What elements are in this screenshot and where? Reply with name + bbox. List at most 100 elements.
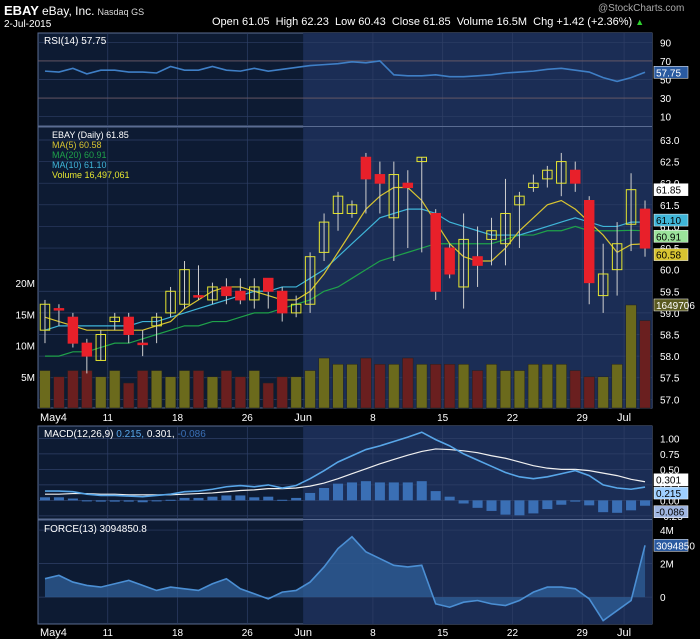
candle-body-21	[332, 195, 344, 214]
candle-body-24	[374, 174, 386, 184]
volume-tick-10M: 10M	[16, 342, 35, 353]
volume-tick-15M: 15M	[16, 310, 35, 321]
price-xlabel-0: May4	[40, 412, 67, 424]
macd-tick-1: 0.00	[660, 496, 680, 507]
macd-hist-bar-10	[179, 497, 190, 501]
price-xlabel-4: Jun	[294, 412, 312, 424]
volume-bar-32	[485, 364, 498, 409]
rsi-tick-30: 30	[660, 94, 672, 105]
macd-tick-4: 0.75	[660, 450, 680, 461]
volume-bar-12	[206, 376, 218, 409]
volume-bar-42	[625, 304, 637, 409]
force-tick-0: 0	[660, 593, 666, 604]
candle-body-28	[430, 212, 441, 292]
volume-bar-4	[95, 376, 107, 409]
volume-bar-9	[165, 376, 177, 409]
volume-bar-14	[234, 376, 246, 409]
candle-body-33	[500, 212, 511, 245]
force-xlabel-8: 29	[577, 628, 589, 639]
ma10-line	[44, 208, 646, 331]
candle-body-2	[67, 316, 79, 344]
macd-line	[44, 431, 646, 498]
force-xlabel-4: Jun	[294, 627, 312, 639]
macd-hist-bar-0	[39, 497, 51, 501]
macd-hist-bar-1	[53, 497, 64, 501]
macd-signal-line	[44, 448, 646, 496]
volume-bar-3	[81, 370, 93, 409]
candle-body-7	[137, 342, 148, 346]
summary-low: Low 60.43	[334, 16, 386, 28]
candle-body-18	[290, 303, 302, 314]
macd-hist-bar-3	[81, 500, 92, 502]
candle-body-14	[235, 290, 246, 301]
price-xlabel-8: 29	[577, 413, 589, 424]
macd-hist-bar-6	[123, 500, 134, 502]
volume-bar-20	[318, 357, 330, 409]
macd-hist-last: -0.086	[656, 508, 685, 519]
volume-bar-36	[541, 364, 553, 409]
price-tick-60: 60.0	[660, 266, 680, 277]
macd-hist-bar-11	[193, 497, 204, 501]
ma20-line	[44, 225, 646, 357]
price-tick-59: 59.0	[660, 309, 680, 320]
candle-body-16	[263, 277, 274, 292]
macd-last-box	[653, 486, 689, 500]
price-tick-58.5: 58.5	[660, 331, 680, 342]
watermark: @StockCharts.com	[598, 3, 685, 14]
price-xlabel-6: 15	[437, 413, 449, 424]
macd-hist-bar-22	[346, 482, 358, 501]
candle-body-39	[583, 199, 595, 284]
volume-bar-40	[597, 376, 609, 409]
macd-hist-bar-12	[207, 496, 218, 501]
summary-volume: Volume 16.5M	[456, 16, 528, 28]
volume-bar-5	[109, 370, 121, 409]
ma20-last-value-box	[653, 230, 689, 243]
macd-hist-bar-7	[137, 500, 148, 503]
candle-body-11	[193, 295, 204, 298]
price-legend-2: MA(20) 60.91	[52, 150, 107, 160]
price-legend-1: MA(5) 60.58	[52, 140, 102, 150]
summary-change: Chg +1.42 (+2.36%)	[533, 16, 633, 28]
candle-body-37	[556, 161, 567, 184]
volume-bar-8	[151, 370, 163, 409]
volume-bar-37	[555, 364, 567, 409]
volume-bar-39	[583, 376, 595, 409]
macd-hist-bar-23	[360, 481, 371, 501]
macd-hist-bar-15	[249, 497, 260, 501]
volume-last-value: 1649706	[656, 301, 695, 312]
volume-bar-38	[569, 370, 581, 409]
volume-bar-35	[527, 364, 539, 409]
volume-bar-16	[262, 382, 274, 409]
volume-bar-0	[39, 370, 51, 409]
ma10-last-value: 61.10	[656, 216, 681, 227]
candle-body-29	[444, 247, 455, 275]
price-legend-4: Volume 16,497,061	[52, 170, 130, 180]
force-xlabel-3: 26	[242, 628, 254, 639]
macd-hist-bar-36	[542, 500, 553, 510]
volume-bar-11	[192, 370, 205, 409]
macd-hist-bar-32	[486, 500, 497, 511]
macd-hist-bar-28	[430, 491, 441, 501]
macd-hist-bar-25	[388, 482, 399, 501]
candle-body-20	[318, 221, 330, 253]
macd-hist-bar-42	[626, 500, 637, 511]
price-xlabel-3: 26	[242, 413, 254, 424]
volume-bar-28	[430, 364, 442, 409]
macd-hist-bar-39	[584, 500, 595, 506]
price-tick-57.5: 57.5	[660, 374, 680, 385]
force-xlabel-2: 18	[172, 628, 184, 639]
price-legend-0: EBAY (Daily) 61.85	[52, 130, 129, 140]
force-tick-2: 4M	[660, 526, 674, 537]
macd-hist-bar-27	[416, 481, 427, 501]
candle-body-25	[388, 174, 400, 219]
candle-body-9	[165, 290, 176, 314]
exchange-name: Nasdaq GS	[97, 7, 145, 17]
macd-signal-last: 0.301	[656, 476, 681, 487]
volume-bar-2	[67, 370, 79, 409]
candle-body-10	[179, 269, 190, 305]
macd-hist-bar-21	[332, 483, 344, 501]
price-tick-62.5: 62.5	[660, 158, 680, 169]
ma5-last-value-box	[653, 248, 689, 261]
volume-bar-29	[444, 364, 456, 409]
macd-hist-bar-13	[221, 495, 232, 501]
